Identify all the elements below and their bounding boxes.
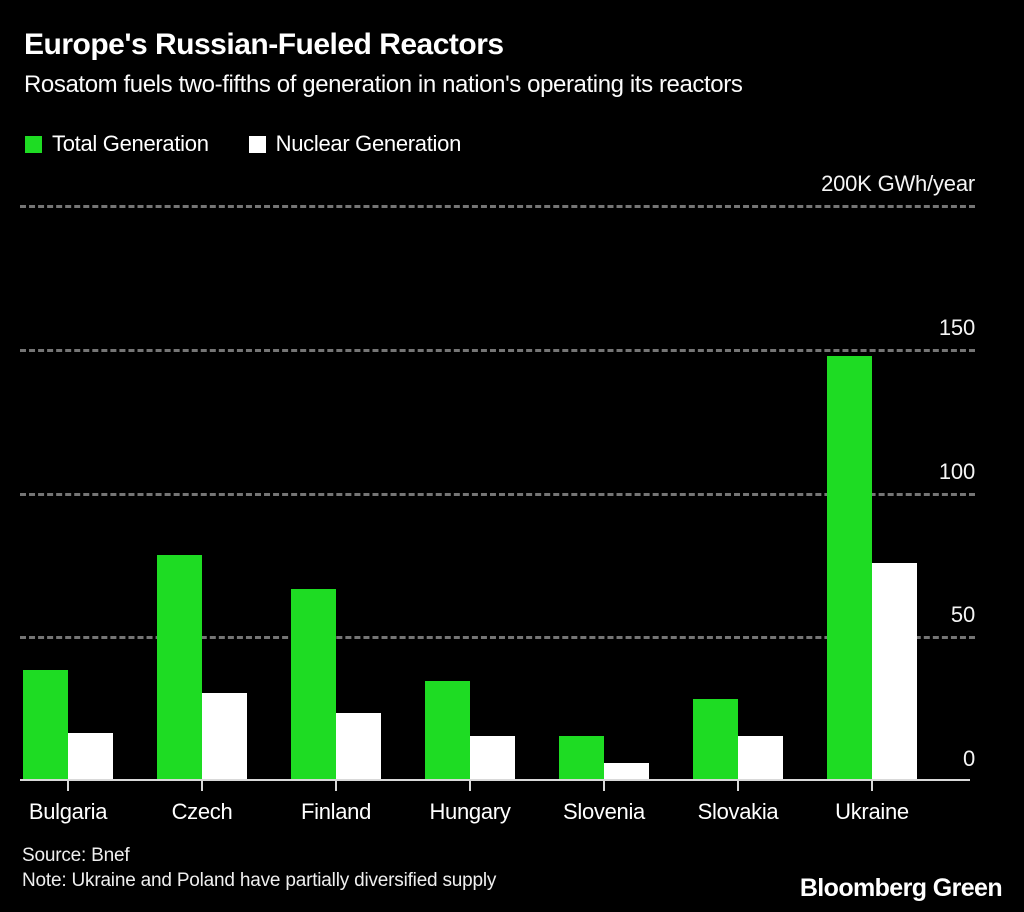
bar-nuclear-generation-slovenia (604, 763, 649, 779)
chart-legend: Total Generation Nuclear Generation (25, 131, 461, 157)
chart-title: Europe's Russian-Fueled Reactors (24, 28, 504, 61)
legend-item-nuclear-generation: Nuclear Generation (248, 131, 462, 157)
gridline-200 (20, 205, 975, 208)
bar-nuclear-generation-finland (336, 712, 381, 779)
x-tick-slovakia (737, 781, 739, 791)
bar-total-generation-finland (291, 589, 336, 779)
x-tick-bulgaria (67, 781, 69, 791)
x-label-czech: Czech (171, 799, 233, 824)
legend-label-nuclear-generation: Nuclear Generation (275, 131, 462, 156)
gridline-100 (20, 492, 975, 496)
chart-subtitle: Rosatom fuels two-fifths of generation i… (24, 71, 743, 98)
gridline-150 (20, 348, 975, 352)
x-tick-czech (201, 781, 203, 791)
y-axis-label-50: 50 (950, 602, 975, 628)
y-axis-label-0: 0 (962, 746, 975, 771)
bar-nuclear-generation-bulgaria (68, 733, 113, 779)
bar-nuclear-generation-slovakia (738, 735, 783, 779)
bar-total-generation-czech (157, 554, 202, 779)
x-label-hungary: Hungary (429, 799, 511, 824)
note-text: Note: Ukraine and Poland have partially … (22, 870, 497, 891)
bar-total-generation-hungary (425, 681, 470, 779)
x-tick-hungary (469, 781, 471, 791)
x-label-ukraine: Ukraine (835, 799, 909, 824)
y-axis-label-150: 150 (938, 314, 975, 340)
bar-total-generation-bulgaria (23, 669, 68, 779)
y-axis-label-100: 100 (938, 458, 975, 484)
white-square-icon (248, 135, 266, 153)
x-tick-slovenia (603, 781, 605, 791)
bloomberg-green-logo: Bloomberg Green (799, 874, 1003, 902)
gridline-50 (20, 636, 975, 640)
bar-nuclear-generation-ukraine (872, 563, 917, 779)
x-axis-line (20, 779, 970, 781)
legend-label-total-generation: Total Generation (52, 131, 209, 156)
bar-nuclear-generation-czech (202, 692, 247, 779)
x-label-finland: Finland (300, 799, 372, 824)
x-tick-finland (335, 781, 337, 791)
x-axis-labels: Bulgaria Czech Finland Hungary Slovenia Slova… (0, 799, 1024, 829)
legend-item-total-generation: Total Generation (25, 131, 209, 157)
y-axis-label-200: 200K GWh/year (821, 171, 975, 196)
x-label-bulgaria: Bulgaria (28, 799, 108, 824)
green-square-icon (25, 135, 42, 153)
bar-total-generation-ukraine (827, 356, 872, 779)
source-text: Source: Bnef (22, 845, 130, 866)
x-label-slovenia: Slovenia (563, 799, 645, 824)
bar-total-generation-slovakia (693, 698, 738, 779)
plot-area: 0 50 100 150 200K GWh/year (0, 171, 1024, 800)
bar-total-generation-slovenia (559, 735, 604, 779)
bar-nuclear-generation-hungary (470, 735, 515, 779)
x-label-slovakia: Slovakia (697, 799, 779, 824)
x-tick-ukraine (871, 781, 873, 791)
